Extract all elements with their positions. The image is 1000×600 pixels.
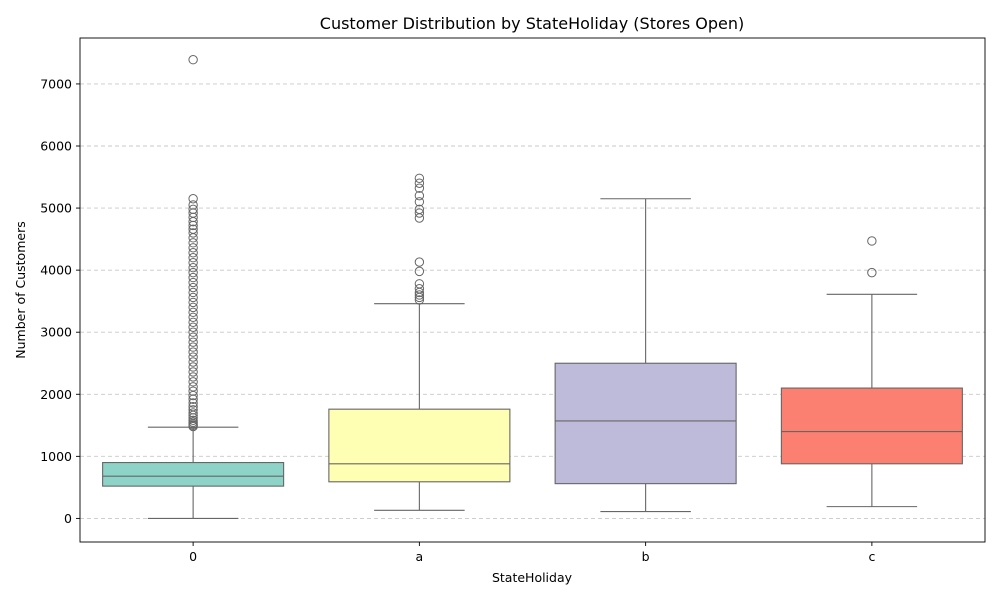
- outlier-point: [188, 292, 198, 303]
- box-group-a: [328, 173, 511, 511]
- outlier-point: [188, 307, 198, 318]
- y-axis: 0 1000 2000 3000 4000 5000 6000 7000: [40, 76, 80, 526]
- outlier-point: [188, 322, 198, 332]
- outlier-point: [188, 297, 198, 308]
- outlier-point: [188, 194, 198, 204]
- outlier-point: [414, 204, 425, 215]
- box-group-c: [780, 236, 963, 508]
- outlier-point: [188, 401, 198, 412]
- outlier-point: [188, 287, 198, 298]
- y-tick-label: 3000: [40, 325, 72, 340]
- iqr-box: [102, 462, 285, 487]
- plot-frame: [79, 37, 986, 543]
- outlier-point: [414, 190, 425, 201]
- outlier-point: [188, 282, 198, 293]
- y-tick-label: 0: [64, 511, 72, 526]
- outlier-point: [414, 173, 425, 183]
- outlier-point: [188, 55, 198, 65]
- outlier-point: [414, 257, 425, 267]
- outlier-point: [188, 352, 198, 362]
- box-series: [102, 55, 963, 519]
- outlier-point: [414, 178, 425, 188]
- y-tick-label: 7000: [40, 76, 72, 91]
- outlier-point: [867, 236, 877, 246]
- outlier-point: [188, 357, 198, 367]
- outlier-point: [414, 290, 425, 300]
- x-axis: 0 a b c: [189, 542, 875, 564]
- box-group-0: [102, 55, 285, 519]
- box-group-b: [554, 198, 737, 513]
- outlier-point: [867, 267, 877, 278]
- outlier-point: [188, 272, 198, 283]
- y-tick-label: 6000: [40, 139, 72, 154]
- outlier-point: [188, 337, 198, 347]
- outlier-point: [414, 183, 425, 193]
- outlier-point: [188, 243, 198, 253]
- outlier-point: [414, 295, 425, 305]
- outlier-point: [188, 362, 198, 372]
- outlier-point: [188, 238, 198, 248]
- iqr-box: [554, 362, 737, 485]
- outlier-point: [414, 279, 425, 289]
- outlier-point: [188, 317, 198, 327]
- outlier-point: [188, 382, 198, 392]
- outlier-point: [188, 277, 198, 288]
- x-tick-label: a: [416, 549, 424, 564]
- outlier-point: [188, 332, 198, 342]
- x-tick-label: 0: [189, 549, 197, 564]
- y-tick-label: 2000: [40, 387, 72, 402]
- outlier-point: [188, 253, 198, 263]
- outlier-point: [414, 284, 425, 294]
- outlier-point: [188, 408, 198, 418]
- outlier-point: [188, 228, 198, 238]
- outlier-point: [188, 302, 198, 313]
- outlier-point: [188, 398, 198, 408]
- outlier-point: [188, 262, 198, 273]
- x-tick-label: b: [642, 549, 650, 564]
- outlier-point: [188, 248, 198, 258]
- y-tick-label: 4000: [40, 263, 72, 278]
- outlier-point: [188, 267, 198, 278]
- outlier-point: [414, 197, 425, 207]
- y-tick-label: 5000: [40, 201, 72, 216]
- outlier-point: [188, 327, 198, 337]
- x-tick-label: c: [868, 549, 875, 564]
- outlier-point: [188, 372, 198, 382]
- outlier-point: [188, 386, 198, 396]
- outlier-point: [188, 367, 198, 377]
- outlier-point: [188, 342, 198, 352]
- y-tick-label: 1000: [40, 449, 72, 464]
- outlier-point: [188, 224, 198, 234]
- outlier-point: [188, 347, 198, 357]
- outlier-point: [188, 415, 198, 426]
- x-axis-label: StateHoliday: [492, 570, 573, 585]
- outlier-point: [414, 208, 425, 218]
- iqr-box: [328, 408, 511, 483]
- chart-title: Customer Distribution by StateHoliday (S…: [320, 14, 744, 33]
- outlier-point: [414, 266, 425, 277]
- outlier-point: [188, 204, 198, 215]
- outlier-point: [188, 312, 198, 323]
- outlier-point: [188, 377, 198, 387]
- outlier-point: [188, 257, 198, 268]
- iqr-box: [780, 387, 963, 465]
- outlier-point: [188, 405, 198, 415]
- outlier-point: [188, 200, 198, 210]
- y-axis-label: Number of Customers: [13, 221, 28, 358]
